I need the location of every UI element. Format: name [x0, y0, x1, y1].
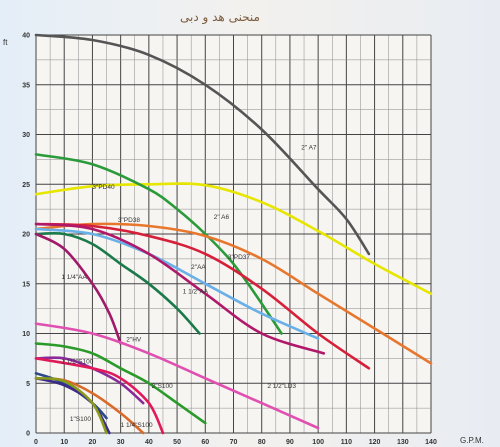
x-tick-label: 20: [89, 439, 97, 446]
series-labels: 2" A7 3"PD40 2" A6 3"PD38 3"PD37 2"AA 1 1/2"AA…: [61, 144, 317, 429]
x-tick-label: 40: [145, 439, 153, 446]
curve-2-aa: [34, 222, 326, 355]
curve-3-pd40: [34, 182, 433, 295]
curve-3-pd37: [34, 222, 371, 370]
series-label: 2" A6: [214, 214, 230, 221]
x-tick-label: 60: [201, 439, 209, 446]
x-tick-label: 30: [117, 439, 125, 446]
x-tick-label: 140: [425, 439, 437, 446]
curve-2-1-2-ld3: [34, 322, 320, 430]
curve-3-pd38: [34, 222, 433, 365]
series-label: 2"S100: [152, 383, 173, 390]
x-tick-label: 10: [60, 439, 68, 446]
series-label: 1 1/2"AA: [183, 289, 209, 296]
series-label: 1"S100: [70, 416, 91, 423]
y-axis-label: ft: [3, 38, 8, 47]
y-tick-label: 25: [22, 182, 30, 189]
y-tick-label: 20: [22, 232, 30, 239]
x-tick-label: 80: [258, 439, 266, 446]
curve-1-1-4-aa: [34, 232, 122, 345]
x-tick-label: 110: [341, 439, 352, 446]
series-label: 2"HV: [126, 336, 142, 343]
y-tick-label: 5: [26, 381, 30, 388]
curve-series-15: [34, 377, 111, 435]
grid-lines: [35, 34, 432, 434]
y-tick-label: 35: [22, 82, 30, 89]
x-tick-label: 90: [286, 439, 294, 446]
series-label: 1 1/2"S100: [61, 358, 93, 365]
y-tick-label: 10: [22, 331, 30, 338]
series-label: 1 1/4"AA: [61, 274, 87, 281]
x-tick-label: 120: [369, 439, 381, 446]
x-tick-label: 100: [312, 439, 324, 446]
y-tick-label: 30: [22, 132, 30, 139]
series-label: 2" A7: [301, 144, 317, 151]
x-tick-label: 70: [230, 439, 238, 446]
y-tick-label: 0: [26, 431, 30, 438]
curve-2-a7: [34, 33, 371, 256]
curve-2-aa: [34, 227, 320, 340]
x-axis-label: G.P.M.: [460, 436, 484, 445]
y-tick-label: 15: [22, 281, 30, 288]
x-tick-label: 50: [173, 439, 181, 446]
series-label: 3"PD40: [92, 184, 115, 191]
series-label: 3"PD38: [118, 217, 141, 224]
curve-2-s100: [34, 357, 165, 435]
curve-1-1-2-aa: [34, 231, 201, 335]
curve-2-hv: [34, 342, 207, 425]
y-tick-label: 40: [22, 33, 30, 40]
tick-labels: 0 10 20 30 40 50 60 70 80 90 100 110 120 130 140 0 5 10 15…: [22, 33, 437, 447]
curve-2-a6: [34, 153, 283, 335]
series-label: 1 1/4"S100: [121, 422, 153, 429]
chart-title: منحنی هد و دبی: [180, 10, 260, 25]
x-tick-label: 0: [34, 439, 38, 446]
series-curves: [34, 33, 433, 435]
series-label: 2 1/2"LD3: [267, 383, 296, 390]
series-label: 2"AA: [191, 264, 206, 271]
x-tick-label: 130: [397, 439, 409, 446]
series-label: 3"PD37: [228, 254, 251, 261]
curve-series-16: [34, 377, 108, 435]
